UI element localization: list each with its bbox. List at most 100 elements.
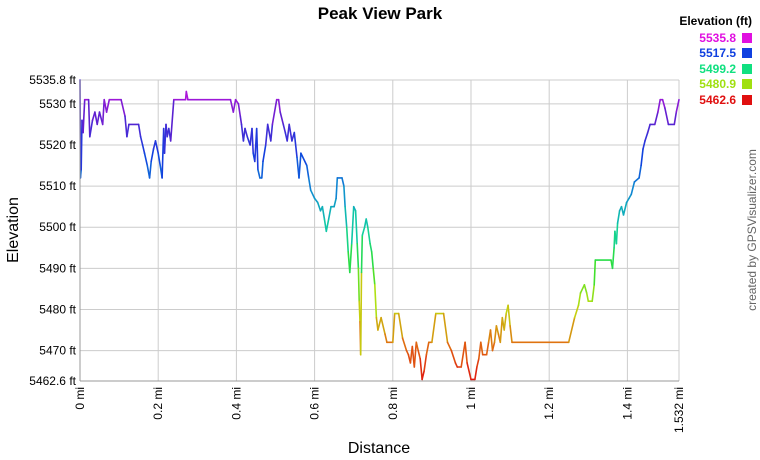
profile-segment xyxy=(509,325,513,344)
profile-segment xyxy=(450,349,457,364)
y-axis-label: Elevation xyxy=(5,197,22,263)
x-tick-label: 0 mi xyxy=(73,387,87,410)
profile-segment xyxy=(313,197,319,204)
profile-segment xyxy=(633,177,640,183)
profile-segment xyxy=(96,111,101,126)
profile-segment xyxy=(361,226,366,237)
profile-segment xyxy=(358,300,361,323)
profile-segment xyxy=(644,131,649,142)
legend-swatch xyxy=(742,63,752,74)
profile-segment xyxy=(431,312,437,344)
profile-segment xyxy=(269,123,274,142)
profile-segment xyxy=(380,316,386,335)
legend-swatch xyxy=(742,79,752,90)
profile-segment xyxy=(585,292,590,303)
y-tick-label: 5535.8 ft xyxy=(29,73,76,87)
profile-segment xyxy=(154,140,159,154)
x-tick-labels: 0 mi 0.2 mi 0.4 mi 0.6 mi 0.8 mi 1 mi 1.2 mi 1.… xyxy=(73,387,686,433)
profile-segment xyxy=(262,144,267,163)
profile-segment xyxy=(232,98,237,113)
profile-segment xyxy=(369,242,373,253)
profile-segment xyxy=(577,292,582,307)
x-tick-label: 0.2 mi xyxy=(151,387,165,420)
legend-label: 5499.2 xyxy=(699,61,736,76)
x-tick-label: 0.8 mi xyxy=(386,387,400,420)
profile-segment xyxy=(622,201,628,216)
profile-segment xyxy=(673,111,678,126)
profile-segment xyxy=(87,98,91,138)
profile-segment xyxy=(327,205,332,220)
legend-swatch xyxy=(742,48,752,59)
profile-segment xyxy=(661,98,666,109)
profile-segment xyxy=(124,115,128,138)
y-tick-label: 5520 ft xyxy=(39,138,76,152)
profile-segment xyxy=(345,226,350,253)
profile-segment xyxy=(417,349,422,360)
profile-segment xyxy=(573,304,580,319)
profile-segment xyxy=(476,357,480,368)
x-tick-label: 0.4 mi xyxy=(229,387,243,420)
y-tick-label: 5462.6 ft xyxy=(29,374,76,388)
x-axis-label: Distance xyxy=(348,440,410,457)
legend-entry: 5480.9 xyxy=(640,77,752,93)
profile-segment xyxy=(413,341,418,368)
profile-segment xyxy=(239,115,243,126)
x-tick-label: 1.4 mi xyxy=(620,387,634,420)
profile-segment xyxy=(491,341,496,352)
profile-segment xyxy=(616,210,621,224)
profile-segment xyxy=(499,316,504,344)
profile-segment xyxy=(638,164,642,179)
profile-segment xyxy=(370,251,375,270)
axes xyxy=(79,80,679,382)
profile-segment xyxy=(309,189,316,200)
profile-segment xyxy=(493,325,498,344)
profile-segment xyxy=(298,152,302,179)
profile-segment xyxy=(307,177,312,191)
profile-segment xyxy=(419,357,423,381)
profile-segment xyxy=(583,283,588,294)
profile-segment xyxy=(282,123,287,134)
profile-segment xyxy=(384,333,388,344)
legend-entry: 5462.6 xyxy=(640,92,752,108)
profile-segment xyxy=(141,144,146,154)
legend-title: Elevation (ft) xyxy=(679,14,752,28)
profile-segment xyxy=(143,152,149,167)
profile-segment xyxy=(251,127,254,154)
profile-segment xyxy=(316,201,322,212)
profile-segment xyxy=(79,168,82,179)
profile-segment xyxy=(126,123,130,138)
legend-entry: 5499.2 xyxy=(640,61,752,77)
y-tick-label: 5470 ft xyxy=(39,344,76,358)
profile-segment xyxy=(503,312,508,331)
profile-segment xyxy=(591,283,596,303)
profile-segment xyxy=(169,98,175,142)
chart-title: Peak View Park xyxy=(317,4,443,23)
y-tick-label: 5480 ft xyxy=(39,302,76,316)
profile-segment xyxy=(653,111,659,126)
profile-segment xyxy=(271,98,278,126)
profile-segment xyxy=(150,148,155,163)
legend-swatch xyxy=(742,94,752,105)
profile-segment xyxy=(321,205,326,220)
profile-segment xyxy=(348,242,353,274)
profile-segment xyxy=(237,103,242,117)
profile-segment xyxy=(630,181,636,196)
profile-segment xyxy=(89,119,94,138)
profile-segment xyxy=(372,267,376,286)
profile-segment xyxy=(185,90,189,101)
profile-segment xyxy=(615,222,619,245)
profile-segment xyxy=(401,337,408,352)
legend-entry: 5535.8 xyxy=(640,30,752,46)
profile-segment xyxy=(325,218,330,233)
profile-segment xyxy=(354,210,359,245)
profile-segment xyxy=(357,267,361,303)
legend-entry: 5517.5 xyxy=(640,46,752,62)
profile-segment xyxy=(277,98,282,113)
legend-label: 5517.5 xyxy=(699,46,736,61)
y-tick-label: 5500 ft xyxy=(39,220,76,234)
x-tick-label: 0.6 mi xyxy=(308,387,322,420)
elevation-profile-line xyxy=(79,79,680,381)
profile-segment xyxy=(101,98,105,126)
profile-segment xyxy=(640,148,644,167)
